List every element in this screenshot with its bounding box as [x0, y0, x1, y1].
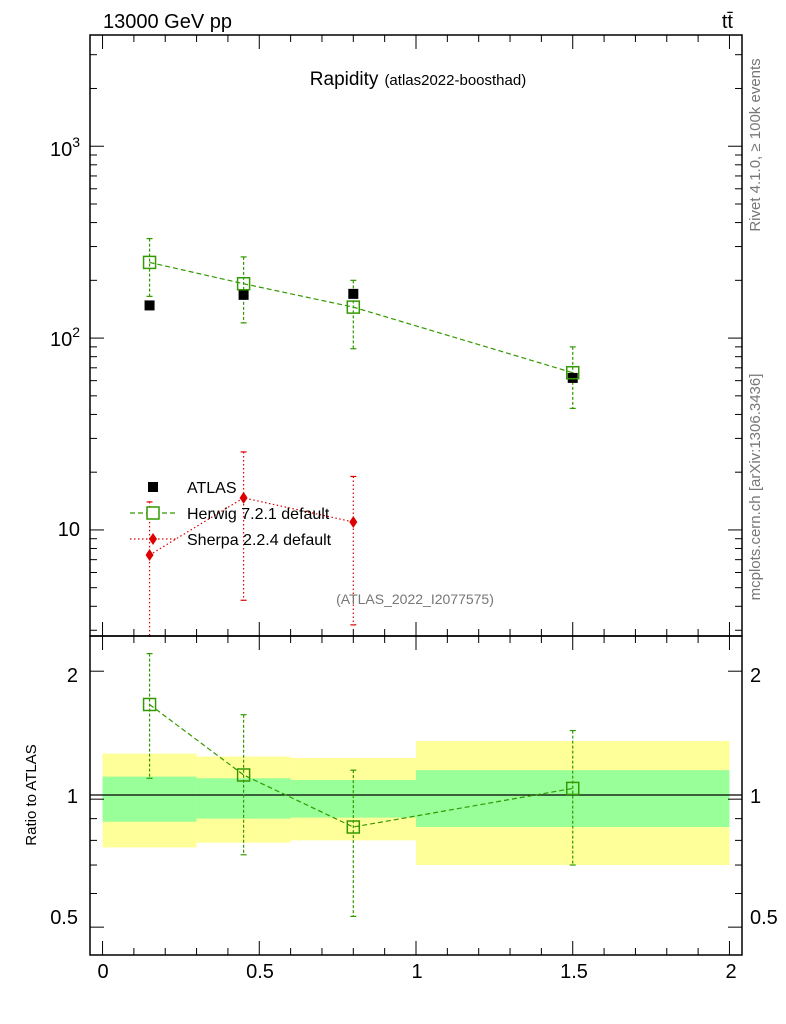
y-tick-label-10: 10 — [58, 519, 80, 541]
ratio-y-tick-label-right-2: 2 — [750, 665, 761, 687]
sherpa-point — [239, 491, 248, 504]
herwig-point — [142, 255, 157, 270]
sherpa-point — [349, 515, 358, 528]
ratio-herwig-point — [565, 781, 580, 796]
legend-item-herwig: Herwig 7.2.1 default — [130, 506, 330, 523]
legend-item-sherpa: Sherpa 2.2.4 default — [130, 532, 332, 549]
ratio-y-tick-label-0.5: 0.5 — [50, 907, 78, 929]
main-axis-ticks — [90, 35, 742, 636]
herwig-point — [346, 300, 361, 314]
legend-label-herwig: Herwig 7.2.1 default — [187, 506, 330, 523]
plot-title: Rapidity (atlas2022-boosthad) — [310, 69, 526, 90]
sherpa-line — [149, 497, 354, 556]
ratio-frame — [89, 635, 743, 956]
legend-marker-herwig — [146, 506, 160, 520]
energy-label: 13000 GeV pp — [103, 11, 232, 33]
ratio-y-tick-label-2: 2 — [67, 665, 78, 687]
x-tick-label-0: 0 — [97, 961, 108, 983]
ratio-herwig-line — [149, 704, 573, 828]
atlas-point — [348, 288, 359, 299]
rivet-label: Rivet 4.1.0, ≥ 100k events — [747, 58, 764, 231]
uncertainty-band-inner — [102, 776, 197, 822]
analysis-watermark: (ATLAS_2022_I2077575) — [336, 591, 494, 607]
ratio-y-tick-label-right-0.5: 0.5 — [750, 907, 778, 929]
ratio-axis-ticks — [90, 636, 742, 955]
ratio-herwig-point — [236, 768, 251, 782]
legend-label-atlas: ATLAS — [187, 480, 237, 497]
mcplots-label: mcplots.cern.ch [arXiv:1306.3436] — [747, 374, 764, 601]
legend: ATLAS Herwig 7.2.1 default Sherpa 2.2.4 … — [130, 480, 332, 549]
legend-marker-sherpa — [149, 533, 157, 545]
ratio-y-tick-labels-right: 0.5 1 2 — [750, 665, 778, 929]
x-tick-label-2: 2 — [725, 961, 736, 983]
legend-item-atlas: ATLAS — [148, 480, 237, 497]
x-tick-label-0.5: 0.5 — [246, 961, 274, 983]
main-series — [142, 238, 580, 637]
process-label: tt̄ — [722, 11, 734, 33]
sherpa-point — [145, 549, 154, 562]
ratio-y-axis-label: Ratio to ATLAS — [23, 744, 40, 845]
legend-label-sherpa: Sherpa 2.2.4 default — [187, 532, 332, 549]
title-sub: (atlas2022-boosthad) — [384, 72, 526, 89]
atlas-point — [144, 300, 155, 311]
ratio-y-tick-label-1: 1 — [67, 786, 78, 808]
herwig-point — [236, 276, 251, 291]
ratio-panel: 0.5 1 2 0.5 1 2 0 0.5 1 1.5 2 Ratio to A… — [23, 635, 778, 983]
herwig-point — [565, 365, 580, 380]
ratio-series — [142, 652, 580, 917]
y-tick-label-100: 102 — [50, 324, 80, 351]
ratio-y-tick-labels-left: 0.5 1 2 — [50, 665, 78, 929]
legend-marker-atlas — [148, 482, 158, 492]
atlas-point — [567, 372, 578, 383]
ratio-y-tick-label-right-1: 1 — [750, 786, 761, 808]
x-tick-label-1: 1 — [411, 961, 422, 983]
x-tick-label-1.5: 1.5 — [560, 961, 588, 983]
ratio-herwig-point — [346, 820, 361, 834]
y-tick-label-1000: 103 — [50, 134, 80, 161]
main-y-tick-labels: 10 102 103 — [50, 134, 80, 541]
main-panel: 10 102 103 (ATLAS_2022_I2077575) ATLAS H… — [50, 34, 743, 637]
title-main: Rapidity — [310, 69, 379, 90]
x-tick-labels: 0 0.5 1 1.5 2 — [97, 961, 736, 983]
atlas-point — [238, 289, 249, 300]
herwig-line — [149, 261, 573, 374]
ratio-herwig-point — [142, 697, 157, 712]
ratio-bands — [102, 741, 730, 866]
